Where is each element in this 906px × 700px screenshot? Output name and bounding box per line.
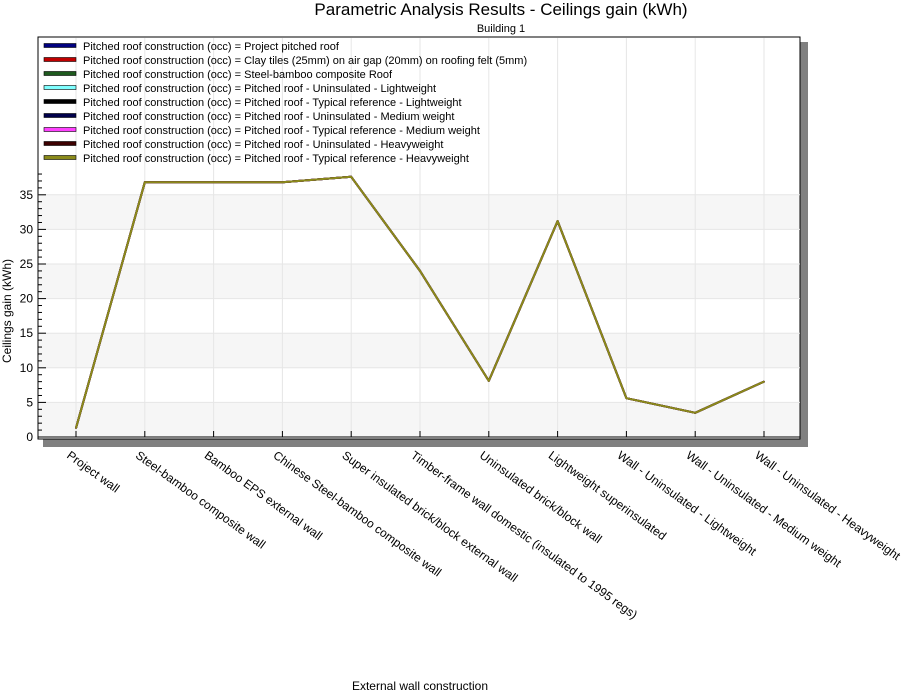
legend-entry: Pitched roof construction (occ) = Pitche… <box>83 97 462 109</box>
x-axis: Project wall Steel-bamboo composite wallB… <box>64 431 904 622</box>
data-point <box>212 181 215 184</box>
legend-entry: Pitched roof construction (occ) = Pitche… <box>83 111 454 123</box>
legend-swatch <box>43 99 77 104</box>
grid-bands <box>39 194 799 437</box>
y-tick-label: 15 <box>20 326 34 340</box>
grid-band <box>39 194 799 230</box>
legend-swatch <box>43 71 77 76</box>
data-point <box>419 270 421 272</box>
y-tick-label: 10 <box>20 361 34 375</box>
data-point <box>625 397 628 400</box>
y-tick-label: 0 <box>26 430 33 444</box>
x-category-label: Wall - Uninsulated - Lightweight <box>615 448 760 559</box>
data-point <box>694 411 696 414</box>
grid-band <box>39 402 799 437</box>
legend-swatch <box>43 141 77 146</box>
y-axis-title: Ceilings gain (kWh) <box>0 259 14 363</box>
data-point <box>350 176 353 178</box>
series-lines <box>75 175 765 429</box>
x-axis-title: External wall construction <box>352 679 488 693</box>
y-tick-label: 30 <box>20 222 34 236</box>
legend-swatch <box>43 85 77 90</box>
legend-entry: Pitched roof construction (occ) = Pitche… <box>83 153 469 165</box>
data-point <box>281 181 284 184</box>
y-tick-label: 20 <box>20 292 34 306</box>
data-point <box>556 220 559 222</box>
y-tick-label: 25 <box>20 257 34 271</box>
legend-entry: Pitched roof construction (occ) = Pitche… <box>83 83 436 95</box>
legend: Pitched roof construction (occ) = Projec… <box>43 41 527 165</box>
data-point <box>488 380 490 382</box>
y-tick-label: 5 <box>26 395 33 409</box>
x-category-label: Project wall <box>64 448 122 495</box>
data-point <box>763 380 765 383</box>
chart-subtitle: Building 1 <box>477 23 525 35</box>
grid-band <box>39 333 799 368</box>
legend-entry: Pitched roof construction (occ) = Projec… <box>83 41 340 53</box>
legend-swatch <box>43 57 77 62</box>
legend-entry: Pitched roof construction (occ) = Pitche… <box>83 139 443 151</box>
x-category-label: Lightweight superinsulated <box>546 448 669 543</box>
y-axis: 0 5 10 15 20 25 30 35 <box>20 173 800 444</box>
chart-title: Parametric Analysis Results - Ceilings g… <box>314 0 687 19</box>
legend-swatch <box>43 113 77 118</box>
legend-swatch <box>43 127 77 132</box>
y-tick-label: 35 <box>20 188 34 202</box>
x-category-label: Timber-frame wall domestic (insulated to… <box>408 448 640 622</box>
x-category-label: Uninsulated brick/block wall <box>477 448 604 546</box>
legend-entry: Pitched roof construction (occ) = Steel-… <box>83 69 393 81</box>
x-category-label: Bamboo EPS external wall <box>202 448 325 543</box>
x-category-label: Steel-bamboo composite wall <box>133 448 268 551</box>
data-point <box>144 181 146 184</box>
data-point <box>75 427 77 429</box>
legend-entry: Pitched roof construction (occ) = Pitche… <box>83 125 480 137</box>
legend-swatch <box>43 155 77 160</box>
grid-lines <box>38 38 800 437</box>
plot-area <box>37 36 801 440</box>
legend-swatch <box>43 43 77 48</box>
legend-entry: Pitched roof construction (occ) = Clay t… <box>83 55 527 67</box>
